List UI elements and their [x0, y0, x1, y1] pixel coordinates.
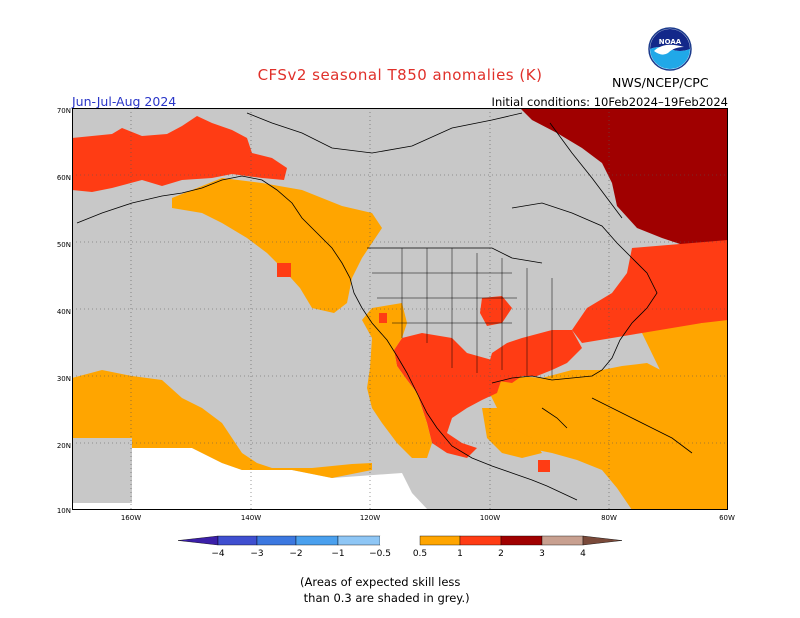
colorbar-bin — [177, 535, 219, 546]
subtropical-pacific-warm-anomaly — [72, 370, 372, 478]
lat-label-30n: 30N — [57, 375, 71, 383]
alaska-warm-anomaly — [72, 116, 287, 192]
lon-label-80w: 80W — [601, 514, 617, 522]
gulf-atlantic-warm-anomaly — [482, 320, 728, 510]
lon-axis: 160W 140W 120W 100W 80W 60W — [121, 514, 735, 522]
colorbar-tick-label: −4 — [211, 549, 225, 559]
skill-footnote: (Areas of expected skill less than 0.3 a… — [300, 575, 470, 605]
graticule — [72, 108, 728, 510]
colorbar: −4 −3 −2 −1 −0.5 0.5 1 2 3 4 — [177, 535, 623, 559]
lat-axis: 70N 60N 50N 40N 30N 20N 10N — [57, 107, 71, 515]
anomaly-map: 70N 60N 50N 40N 30N 20N 10N — [72, 108, 728, 510]
colorbar-tick-label: −2 — [289, 549, 302, 559]
colorbar-tick-label: 3 — [539, 549, 545, 559]
california-red-patch — [379, 313, 387, 323]
agency-label: NWS/NCEP/CPC — [612, 75, 709, 90]
colorbar-bin — [582, 535, 623, 546]
lat-label-10n: 10N — [57, 507, 71, 515]
lon-label-60w: 60W — [719, 514, 735, 522]
eastern-canada-strong-warm-anomaly — [520, 108, 728, 248]
central-america-red-patch — [538, 460, 550, 472]
colorbar-tick-label: 1 — [457, 549, 463, 559]
lat-label-20n: 20N — [57, 442, 71, 450]
map-title: CFSv2 seasonal T850 anomalies (K) — [257, 66, 543, 84]
lat-label-70n: 70N — [57, 107, 71, 115]
colorbar-tick-label: 2 — [498, 549, 504, 559]
colorbar-bin — [217, 535, 258, 546]
colorbar-tick-label: 4 — [580, 549, 586, 559]
southeast-us-warm-anomaly — [487, 330, 582, 383]
forecast-period: Jun-Jul-Aug 2024 — [72, 94, 177, 109]
colorbar-bin — [419, 535, 461, 546]
yucatan-warm-anomaly — [482, 408, 542, 458]
colorbar-bin — [295, 535, 339, 546]
central-us-red-patch — [480, 296, 512, 326]
colorbar-tick-label: −3 — [250, 549, 263, 559]
southern-blank-area — [72, 448, 428, 510]
colorbar-tick-label: 0.5 — [413, 549, 427, 559]
lon-label-140w: 140W — [241, 514, 261, 522]
mexico-warm-anomaly — [394, 333, 502, 458]
colorbar-tick-label: −0.5 — [369, 549, 391, 559]
map-frame — [72, 108, 728, 510]
noaa-logo-text: NOAA — [659, 38, 682, 46]
coastlines — [76, 112, 693, 501]
colorbar-bin — [256, 535, 297, 546]
northeast-us-warm-anomaly — [572, 240, 728, 343]
lon-label-120w: 120W — [360, 514, 380, 522]
bc-coast-red-patch — [277, 263, 291, 277]
colorbar-bin — [459, 535, 502, 546]
baja-sonora-warm-anomaly — [367, 338, 432, 458]
lat-label-50n: 50N — [57, 241, 71, 249]
colorbar-tick-label: −1 — [331, 549, 344, 559]
initial-conditions: Initial conditions: 10Feb2024–19Feb2024 — [491, 95, 728, 109]
colorbar-bin — [541, 535, 584, 546]
colorbar-bin — [380, 536, 420, 545]
lon-label-100w: 100W — [480, 514, 500, 522]
lon-label-160w: 160W — [121, 514, 141, 522]
colorbar-bin — [337, 535, 381, 546]
northeast-pacific-warm-anomaly — [172, 178, 382, 313]
lat-label-60n: 60N — [57, 174, 71, 182]
lat-label-40n: 40N — [57, 308, 71, 316]
colorbar-bin — [500, 535, 543, 546]
noaa-logo: NOAA — [648, 27, 692, 71]
state-boundaries — [372, 248, 553, 378]
